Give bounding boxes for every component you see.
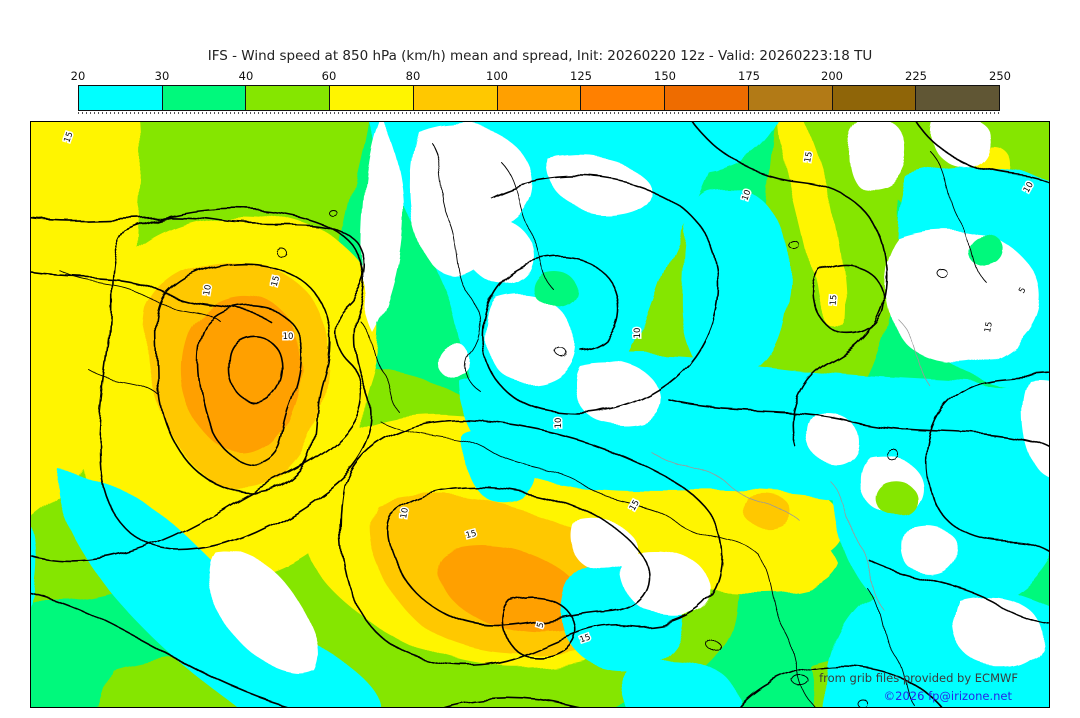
colorbar-minor-ticks [78,112,1000,114]
page-title: IFS - Wind speed at 850 hPa (km/h) mean … [207,48,873,64]
colorbar-tick: 100 [486,69,508,83]
contour-label: 15 [270,275,282,288]
contour-label: 15 [465,529,478,541]
contour-label: 15 [803,151,815,163]
colorbar-tick: 30 [154,69,170,83]
colorbar-segment [245,86,330,110]
colorbar-tick: 125 [570,69,592,83]
colorbar: 20 30 40 60 80 100 125 150 175 200 225 2… [71,69,1011,113]
colorbar-segment [664,86,748,110]
contour-label: 10 [399,507,411,519]
weather-map: 15 10 15 10 10 10 15 15 5 15 10 10 15 15… [30,121,1050,708]
attribution-source: from grib files provided by ECMWF [819,671,1018,685]
colorbar-segment [915,86,1000,110]
attribution-copyright: ©2026 fp@irizone.net [883,689,1012,703]
colorbar-segment [329,86,413,110]
colorbar-tick: 40 [238,69,254,83]
contour-label: 15 [829,294,840,306]
contour-label-layer: 15 10 15 10 10 10 15 15 5 15 10 10 15 15… [61,129,1038,647]
colorbar-tick: 150 [654,69,676,83]
colorbar-segment [496,86,581,110]
weather-map-svg: 15 10 15 10 10 10 15 15 5 15 10 10 15 15… [30,121,1050,708]
wind-speed-fill-layer [30,121,1050,708]
contour-label: 10 [633,328,643,339]
colorbar-segment [580,86,665,110]
contour-label: 10 [202,284,214,296]
spread-contour-layer [30,121,1050,708]
coastline-layer [59,140,986,708]
contour-label: 10 [283,332,294,342]
colorbar-scale [78,85,1000,111]
colorbar-segment [412,86,497,110]
colorbar-tick: 20 [70,69,86,83]
contour-label: 10 [554,418,564,429]
colorbar-tick: 60 [321,69,337,83]
colorbar-segment [831,86,916,110]
colorbar-tick: 175 [738,69,760,83]
map-border [30,121,1050,708]
colorbar-tick: 80 [405,69,421,83]
contour-label: 5 [535,621,546,629]
colorbar-segment [161,86,246,110]
colorbar-tick: 225 [905,69,927,83]
colorbar-segment [79,86,162,110]
contour-label: 15 [983,321,995,333]
colorbar-segment [747,86,832,110]
colorbar-tick: 250 [989,69,1011,83]
colorbar-tick: 200 [821,69,843,83]
